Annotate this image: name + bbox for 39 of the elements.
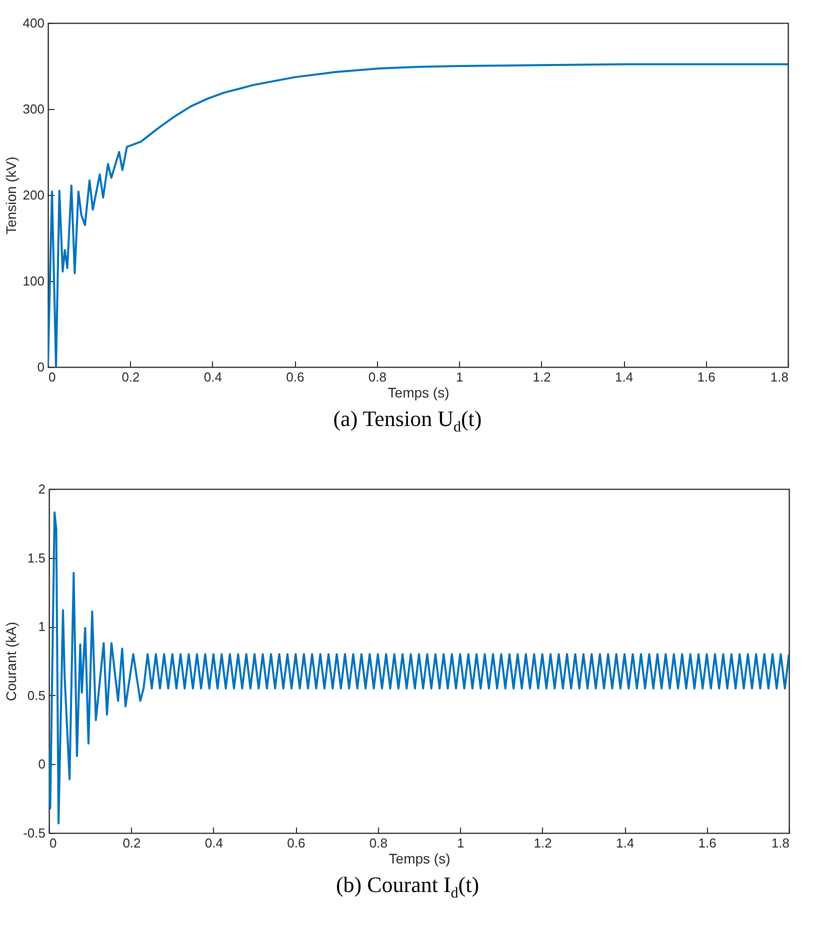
y-tick-label: 0 bbox=[38, 756, 46, 772]
y-axis-title: Tension (kV) bbox=[2, 156, 19, 234]
x-tick-label: 1.8 bbox=[771, 836, 790, 850]
y-tick-label: 2 bbox=[38, 482, 46, 496]
x-tick-label: 1.4 bbox=[615, 370, 634, 384]
y-tick-label: 100 bbox=[22, 274, 44, 288]
y-axis-title: Courant (kA) bbox=[3, 622, 20, 702]
y-tick-label: -0.5 bbox=[23, 826, 46, 840]
x-tick-label: 0.8 bbox=[368, 370, 386, 384]
x-tick-label: 1 bbox=[456, 370, 464, 384]
y-tick-label: 1.5 bbox=[27, 550, 46, 566]
line-series bbox=[48, 63, 788, 367]
text: (b) Courant I$_{d}$(t) bbox=[334, 871, 480, 904]
x-tick-label: 1.6 bbox=[697, 370, 716, 384]
y-tick-label: 300 bbox=[22, 102, 44, 116]
x-tick-label: 0.8 bbox=[369, 836, 388, 850]
x-tick-label: 1 bbox=[456, 836, 464, 850]
x-tick-label: 0.4 bbox=[204, 370, 222, 384]
x-tick-label: 0.6 bbox=[286, 370, 304, 384]
y-tick-label: 0 bbox=[37, 360, 44, 374]
x-tick-label: 1.6 bbox=[698, 836, 716, 850]
x-tick-label: 0 bbox=[50, 836, 57, 850]
y-tick-label: 1 bbox=[38, 619, 46, 634]
x-tick-label: 1.2 bbox=[534, 836, 552, 850]
y-tick-label: 400 bbox=[22, 16, 44, 30]
x-axis-title: Temps (s) bbox=[388, 850, 450, 866]
line-series bbox=[49, 511, 789, 824]
x-tick-label: 1.4 bbox=[616, 836, 634, 850]
x-tick-label: 0.4 bbox=[204, 836, 223, 850]
x-tick-label: 0.2 bbox=[122, 836, 141, 850]
x-axis-title: Temps (s) bbox=[388, 384, 450, 400]
x-tick-label: 1.8 bbox=[770, 370, 788, 384]
y-tick-label: 200 bbox=[22, 188, 44, 202]
text: (a) Tension U$_{d}$(t) bbox=[332, 405, 483, 438]
x-tick-label: 0.2 bbox=[122, 370, 140, 384]
y-tick-label: 0.5 bbox=[27, 688, 46, 703]
x-tick-label: 1.2 bbox=[532, 370, 551, 384]
x-tick-label: 0.6 bbox=[287, 836, 306, 850]
x-tick-label: 0 bbox=[48, 370, 56, 384]
